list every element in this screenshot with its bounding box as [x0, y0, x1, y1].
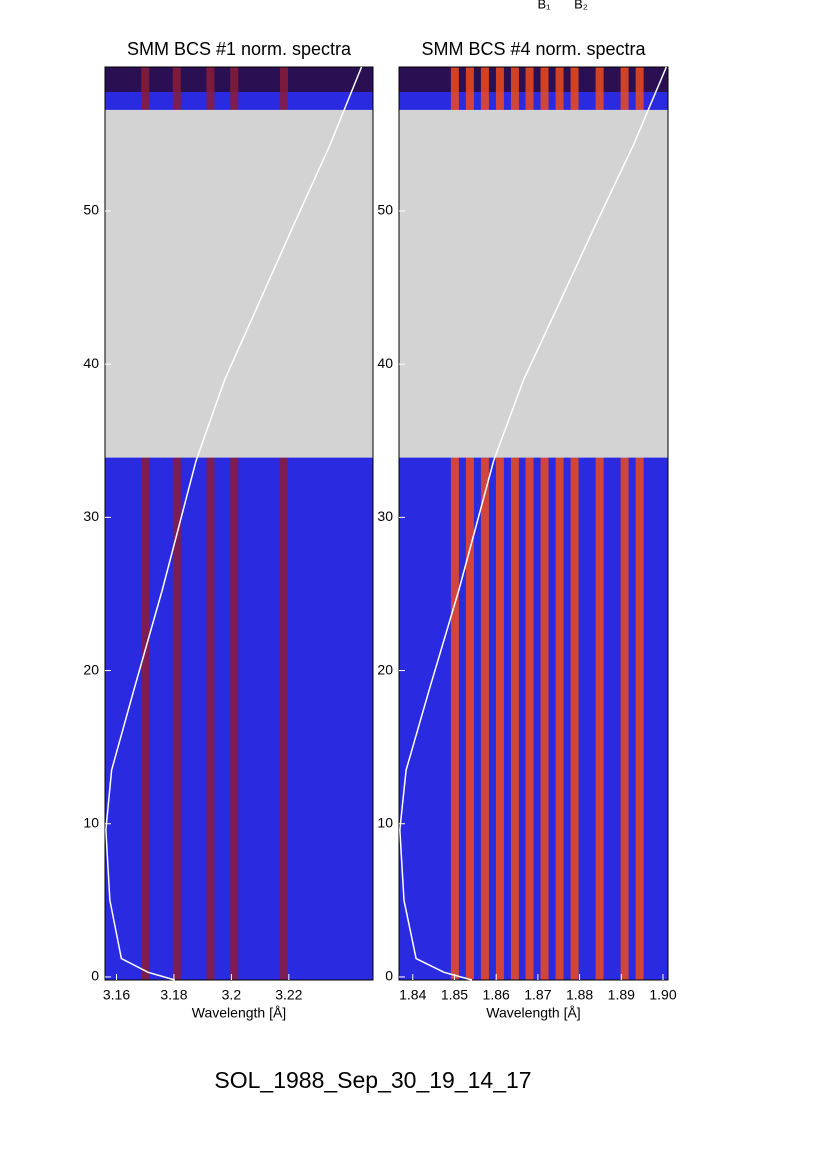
x-tick-label: 1.89	[608, 987, 635, 1003]
emission-line	[450, 457, 459, 981]
emission-line	[450, 67, 459, 110]
emission-line	[525, 457, 534, 981]
chart-title: SMM BCS #4 norm. spectra	[421, 39, 646, 59]
annotation: B₂	[574, 0, 588, 11]
no-data-region	[105, 109, 373, 458]
emission-line	[141, 457, 150, 981]
emission-line	[510, 457, 519, 981]
annotation: B₁	[537, 0, 551, 11]
emission-line	[495, 457, 504, 981]
emission-line	[230, 457, 239, 981]
emission-line	[141, 67, 150, 110]
no-data-region	[399, 109, 668, 458]
plot-frame	[104, 66, 374, 981]
x-axis-label: Wavelength [Å]	[192, 1005, 286, 1021]
emission-line	[525, 67, 534, 110]
y-tick-label: 10	[377, 814, 393, 830]
emission-line	[465, 67, 474, 110]
y-tick-label: 40	[377, 355, 393, 371]
emission-line	[206, 457, 215, 981]
chart-title: SMM BCS #1 norm. spectra	[127, 39, 352, 59]
x-tick-label: 1.85	[441, 987, 468, 1003]
emission-line	[510, 67, 519, 110]
emission-line	[206, 67, 215, 110]
x-tick-label: 1.87	[524, 987, 551, 1003]
emission-line	[635, 67, 644, 110]
y-tick-label: 20	[83, 661, 99, 677]
emission-line	[595, 67, 604, 110]
emission-line	[555, 67, 564, 110]
noise-strip	[105, 67, 373, 92]
emission-line	[595, 457, 604, 981]
emission-line	[480, 67, 489, 110]
light-curve	[105, 66, 363, 981]
x-tick-label: 1.88	[566, 987, 593, 1003]
emission-line	[555, 457, 564, 981]
emission-line	[495, 67, 504, 110]
emission-line	[570, 67, 579, 110]
emission-line	[230, 67, 239, 110]
emission-line	[540, 67, 549, 110]
light-curve	[399, 66, 668, 981]
emission-line	[635, 457, 644, 981]
x-tick-label: 1.86	[483, 987, 510, 1003]
emission-line	[540, 457, 549, 981]
y-tick-label: 50	[83, 202, 99, 218]
emission-line	[620, 457, 629, 981]
x-tick-label: 3.18	[160, 987, 187, 1003]
x-tick-label: 1.84	[399, 987, 426, 1003]
y-tick-label: 30	[83, 508, 99, 524]
emission-line	[620, 67, 629, 110]
y-tick-label: 20	[377, 661, 393, 677]
x-tick-label: 3.22	[275, 987, 302, 1003]
footer: SOL_1988_Sep_30_19_14_17	[214, 1067, 531, 1093]
plot-frame	[398, 66, 669, 981]
emission-line	[172, 67, 181, 110]
y-tick-label: 30	[377, 508, 393, 524]
y-tick-label: 40	[83, 355, 99, 371]
x-tick-label: 1.90	[649, 987, 676, 1003]
y-tick-label: 0	[91, 968, 99, 984]
y-tick-label: 50	[377, 202, 393, 218]
emission-line	[279, 457, 288, 981]
x-tick-label: 3.2	[222, 987, 242, 1003]
y-tick-label: 0	[385, 968, 393, 984]
x-tick-label: 3.16	[103, 987, 130, 1003]
emission-line	[465, 457, 474, 981]
emission-line	[279, 67, 288, 110]
x-axis-label: Wavelength [Å]	[486, 1005, 580, 1021]
emission-line	[172, 457, 181, 981]
emission-line	[570, 457, 579, 981]
emission-line	[480, 457, 489, 981]
y-tick-label: 10	[83, 814, 99, 830]
